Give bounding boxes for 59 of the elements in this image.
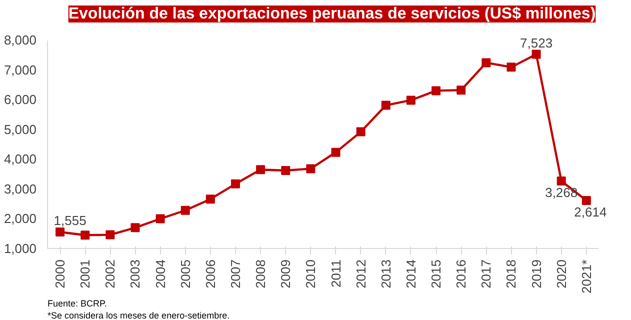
x-tick-label: 2002 xyxy=(102,260,118,288)
x-tick-label: 2021* xyxy=(578,259,594,294)
x-tick-label: 2007 xyxy=(228,260,243,288)
point xyxy=(482,58,491,68)
x-tick-label: 2009 xyxy=(278,260,294,288)
point xyxy=(256,165,266,174)
y-tick-label: 1,000 xyxy=(4,241,37,256)
point xyxy=(281,166,290,175)
point xyxy=(331,148,340,157)
data-label: 2,614 xyxy=(574,204,607,220)
point xyxy=(582,196,591,205)
x-tick-label: 2017 xyxy=(478,260,494,288)
point xyxy=(432,86,441,96)
point xyxy=(180,206,190,215)
x-tick-label: 2016 xyxy=(454,260,469,288)
x-tick-label: 2003 xyxy=(128,260,143,288)
point xyxy=(206,194,215,204)
point xyxy=(56,227,65,236)
y-tick-label: 4,000 xyxy=(4,152,37,167)
y-tick-label: 5,000 xyxy=(4,122,37,137)
y-tick-label: 3,000 xyxy=(4,181,37,196)
x-tick-label: 2020 xyxy=(554,260,569,288)
x-tick-label: 2010 xyxy=(303,260,318,288)
x-tick-label: 2005 xyxy=(178,260,193,288)
data-label: 7,523 xyxy=(520,35,553,50)
x-tick-label: 2015 xyxy=(428,260,444,288)
point xyxy=(80,230,90,240)
chart-title: Evolución de las exportaciones peruanas de servicios (US$ millones) xyxy=(68,6,596,22)
y-tick-label: 8,000 xyxy=(4,32,37,48)
point xyxy=(106,230,115,240)
point xyxy=(456,86,466,95)
x-tick-label: 2018 xyxy=(504,260,519,288)
text: *Se considera los meses de enero-setiembre. xyxy=(48,310,230,320)
point xyxy=(381,100,390,110)
point xyxy=(532,50,541,59)
x-tick-label: 2012 xyxy=(353,260,368,288)
x-tick-label: 2004 xyxy=(152,260,168,288)
point xyxy=(156,214,165,224)
data-label: 3,268 xyxy=(545,184,578,200)
point xyxy=(356,127,366,136)
x-tick-label: 2000 xyxy=(52,260,68,288)
point xyxy=(406,96,416,105)
x-tick-label: 2001 xyxy=(78,260,93,288)
y-tick-label: 2,000 xyxy=(4,211,37,226)
source-note: Fuente: BCRP. xyxy=(48,298,107,308)
point xyxy=(556,176,566,186)
point xyxy=(130,223,140,232)
point xyxy=(506,62,516,72)
y-tick-label: 7,000 xyxy=(4,62,37,78)
point xyxy=(230,179,240,188)
x-tick-label: 2008 xyxy=(253,260,268,288)
y-tick-label: 6,000 xyxy=(4,92,37,108)
x-tick-label: 2013 xyxy=(378,260,394,288)
data-label: 1,555 xyxy=(54,212,86,228)
x-tick-label: 2019 xyxy=(528,260,544,288)
point xyxy=(306,164,316,174)
x-tick-label: 2011 xyxy=(328,259,344,288)
x-tick-label: 2006 xyxy=(202,260,218,288)
x-tick-label: 2014 xyxy=(403,260,418,288)
